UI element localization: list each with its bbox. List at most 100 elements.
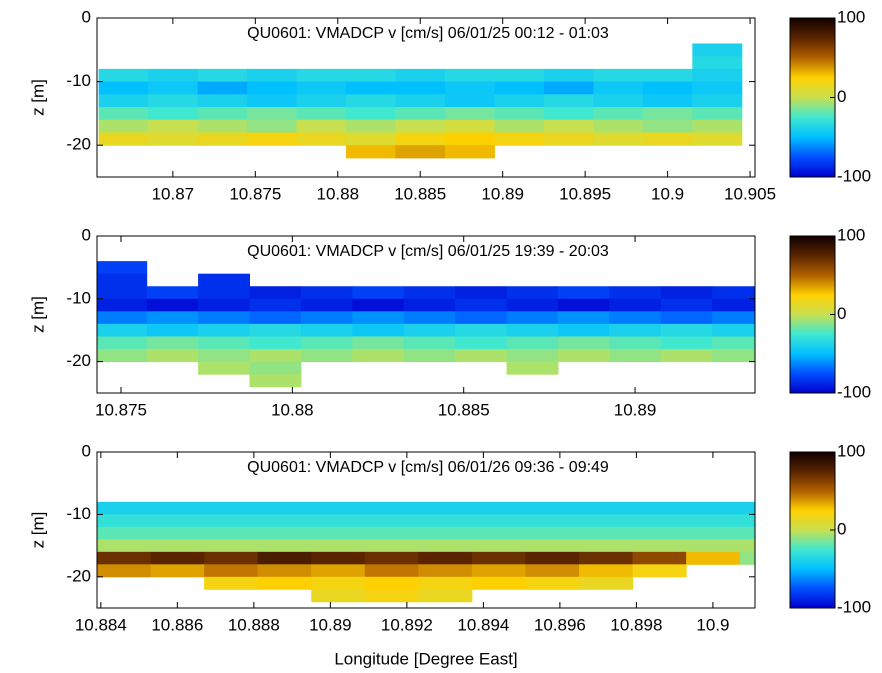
cells (97, 261, 755, 388)
cell (352, 298, 405, 312)
cell (198, 323, 251, 337)
cell (395, 107, 446, 121)
cell (204, 501, 259, 515)
cell (98, 81, 149, 95)
cell (352, 336, 405, 350)
cell (525, 564, 580, 578)
cell (543, 94, 594, 108)
cell (148, 119, 199, 133)
cell (739, 551, 755, 565)
cell (593, 81, 644, 95)
cell (300, 323, 353, 337)
cell (204, 551, 259, 565)
colorbar (789, 235, 836, 394)
cell (97, 514, 152, 528)
colorbar-tick-label: 0 (837, 519, 846, 538)
cell (300, 286, 353, 300)
colorbar-tick-label: -100 (837, 597, 871, 616)
cell (198, 286, 251, 300)
cell (660, 311, 713, 325)
cell (97, 349, 148, 363)
y-tick-label: -10 (66, 288, 91, 307)
cell (97, 273, 148, 287)
cell (579, 526, 634, 540)
cell (197, 81, 248, 95)
cell (257, 564, 312, 578)
cell (632, 564, 687, 578)
cell (395, 81, 446, 95)
cell (692, 68, 743, 83)
axes-frame (96, 235, 756, 394)
cell (494, 119, 545, 133)
cell (98, 68, 149, 83)
cell (197, 94, 248, 108)
colorbar (789, 451, 836, 609)
cell (198, 361, 251, 375)
x-tick-label: 10.886 (151, 615, 203, 634)
cell (609, 298, 662, 312)
x-tick-label: 10.888 (228, 615, 280, 634)
cell (403, 323, 456, 337)
cell (660, 286, 713, 300)
cell (97, 286, 148, 300)
cell (455, 349, 508, 363)
cell (150, 539, 205, 553)
cell (257, 576, 312, 590)
cell (148, 107, 199, 121)
cell (197, 119, 248, 133)
cell (609, 323, 662, 337)
x-tick-label: 10.875 (95, 400, 147, 419)
cell (249, 323, 302, 337)
x-tick-label: 10.898 (610, 615, 662, 634)
x-tick-label: 10.89 (481, 184, 524, 203)
cell (198, 336, 251, 350)
cell (632, 551, 687, 565)
cell (150, 501, 205, 515)
cell (444, 94, 495, 108)
cells (98, 43, 743, 159)
cell (97, 551, 152, 565)
cell (543, 107, 594, 121)
colorbar-tick-label: 0 (837, 304, 846, 323)
cell (455, 298, 508, 312)
cell (346, 94, 396, 108)
cell (543, 81, 594, 95)
chart-title: QU0601: VMADCP v [cm/s] 06/01/26 09:36 -… (247, 459, 609, 476)
cell (97, 323, 148, 337)
cell (311, 564, 366, 578)
cell (506, 286, 559, 300)
cell (311, 589, 366, 603)
cell (418, 514, 473, 528)
y-axis-label: z [m] (28, 512, 47, 549)
cell (642, 119, 693, 133)
cell (403, 311, 456, 325)
cell (471, 551, 526, 565)
cell (739, 526, 755, 540)
cell (444, 119, 495, 133)
cell (364, 576, 419, 590)
cell (609, 311, 662, 325)
cell (150, 514, 205, 528)
cell (579, 576, 634, 590)
cells (97, 501, 755, 603)
cell (557, 298, 610, 312)
cell (146, 323, 199, 337)
cell (247, 107, 298, 121)
cell (455, 311, 508, 325)
y-tick-label: -20 (66, 135, 91, 154)
cell (311, 539, 366, 553)
cell (247, 132, 298, 146)
cell (609, 336, 662, 350)
cell (346, 132, 396, 146)
cell (494, 81, 545, 95)
cell (543, 68, 594, 83)
x-tick-label: 10.875 (229, 184, 281, 203)
cell (296, 132, 347, 146)
axes-frame (96, 451, 756, 609)
cell (97, 539, 152, 553)
cell (296, 94, 347, 108)
chart-title: QU0601: VMADCP v [cm/s] 06/01/25 19:39 -… (247, 243, 609, 260)
cell (146, 336, 199, 350)
cell (593, 94, 644, 108)
cell (364, 501, 419, 515)
